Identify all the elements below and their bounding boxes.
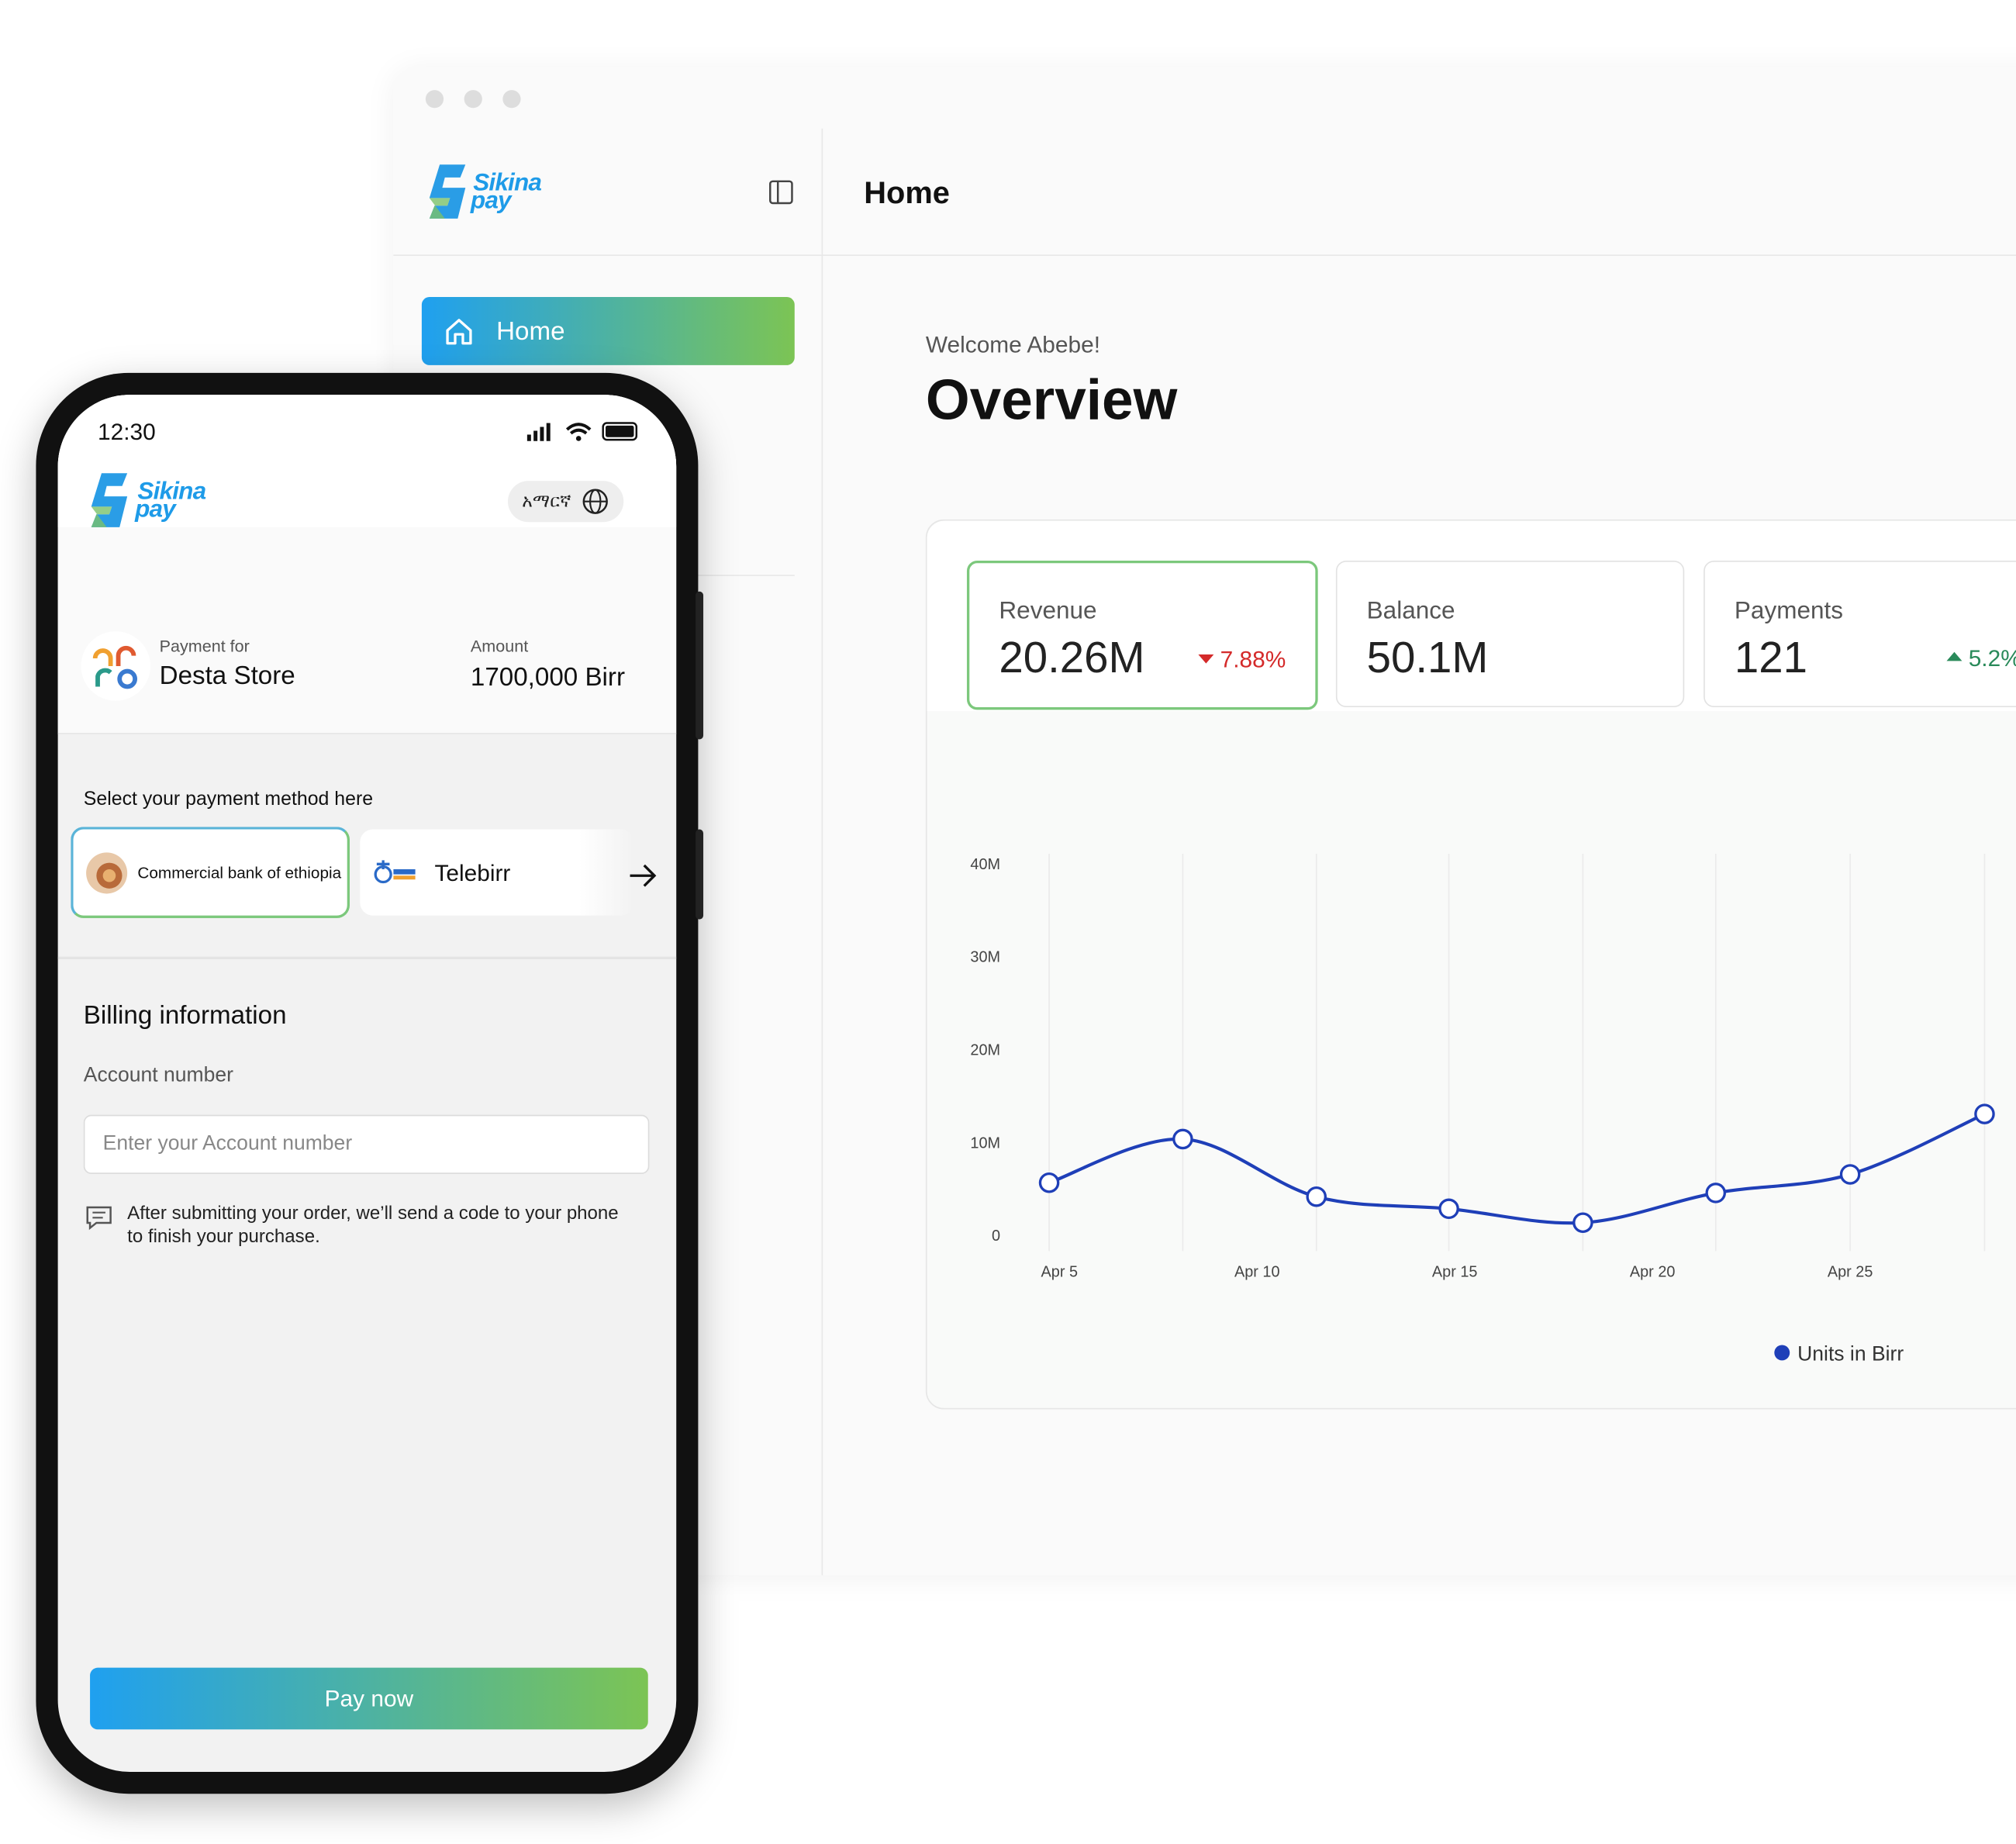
data-point: [1172, 1128, 1193, 1150]
stat-card[interactable]: Revenue 20.26M 7.88%: [966, 560, 1318, 710]
sidebar-divider: [821, 128, 823, 1576]
logo-text: Sikina: [137, 478, 206, 506]
legend-label: Units in Birr: [1797, 1342, 1904, 1365]
next-arrow[interactable]: [627, 862, 658, 889]
x-tick-label: Apr 5: [1041, 1264, 1079, 1281]
series-line: [1048, 1112, 1986, 1225]
account-label: Account number: [83, 1064, 233, 1087]
logo-mark: [91, 473, 128, 527]
section-divider: [57, 956, 677, 960]
account-input[interactable]: Enter your Account number: [83, 1114, 650, 1174]
stat-label: Balance: [1366, 598, 1455, 625]
y-tick-label: 40M: [970, 856, 1000, 873]
pay-button-label: Pay now: [324, 1685, 414, 1712]
data-point: [1038, 1172, 1060, 1193]
data-point: [1306, 1186, 1327, 1207]
data-point: [1839, 1164, 1861, 1185]
telebirr-logo: [374, 860, 416, 884]
trend-down: [1198, 654, 1214, 664]
method-label: Commercial bank of ethiopia: [137, 864, 342, 882]
stat-change: 5.2%: [1968, 645, 2016, 672]
home-icon: [446, 319, 472, 345]
method-label: Telebirr: [434, 860, 511, 886]
y-tick-label: 0: [992, 1228, 1000, 1245]
merchant-logo: [81, 631, 151, 701]
welcome: Welcome Abebe!: [925, 331, 1101, 357]
pay-button[interactable]: Pay now: [90, 1667, 648, 1730]
stat-card[interactable]: Payments 121 5.2%: [1704, 560, 2016, 708]
trend-up: [1946, 651, 1962, 661]
status-time: 12:30: [98, 419, 156, 445]
billing-title: Billing information: [83, 1001, 287, 1031]
x-tick-label: Apr 10: [1234, 1264, 1280, 1281]
nav-item[interactable]: Home: [421, 297, 795, 365]
window-dot: [502, 90, 521, 109]
stat-value: 121: [1734, 634, 1807, 683]
phone-screen: [57, 395, 677, 1772]
y-tick-label: 10M: [970, 1134, 1000, 1152]
language-label: አማርኛ: [522, 491, 571, 512]
window-dot: [425, 90, 444, 109]
stat-label: Payments: [1734, 598, 1844, 625]
bank-logo: [86, 852, 128, 894]
page-heading: Overview: [925, 368, 1178, 433]
phone-button: [696, 829, 704, 920]
globe-icon: [582, 489, 608, 514]
data-point: [1974, 1103, 1995, 1124]
logo-text: pay: [135, 496, 176, 523]
logo-text: Sikina: [473, 169, 542, 197]
payment-method[interactable]: Telebirr: [360, 829, 634, 916]
data-point: [1572, 1212, 1593, 1234]
stat-value: 50.1M: [1366, 634, 1489, 683]
phone-button: [696, 591, 704, 740]
logo-mark: [429, 164, 466, 219]
logo-text: pay: [470, 188, 512, 215]
legend-swatch: [1774, 1345, 1790, 1361]
x-tick-label: Apr 25: [1828, 1264, 1873, 1281]
message-icon: [86, 1206, 112, 1231]
data-point: [1705, 1183, 1727, 1203]
payment-method[interactable]: Commercial bank of ethiopia: [71, 827, 350, 918]
header-title: Home: [864, 176, 950, 211]
header-divider: [393, 254, 2016, 256]
y-tick-label: 20M: [970, 1042, 1000, 1059]
x-tick-label: Apr 15: [1432, 1264, 1478, 1281]
merchant-name: Desta Store: [159, 661, 295, 691]
status-icons: [526, 422, 638, 441]
select-prompt: Select your payment method here: [83, 788, 374, 810]
amount-label: Amount: [470, 636, 529, 656]
payment-for-label: Payment for: [159, 636, 250, 656]
nav-label: Home: [496, 317, 565, 347]
sidebar-toggle[interactable]: [769, 180, 794, 205]
note: After submitting your order, we’ll send …: [127, 1203, 619, 1248]
stat-value: 20.26M: [999, 634, 1145, 683]
data-point: [1438, 1198, 1459, 1220]
stat-change: 7.88%: [1220, 647, 1286, 673]
x-tick-label: Apr 20: [1630, 1264, 1676, 1281]
amount: 1700,000 Birr: [470, 663, 626, 692]
window-dot: [464, 90, 482, 109]
stat-card[interactable]: Balance 50.1M: [1335, 560, 1685, 708]
language-switch[interactable]: አማርኛ: [507, 481, 624, 523]
account-placeholder: Enter your Account number: [102, 1132, 353, 1155]
y-tick-label: 30M: [970, 949, 1000, 966]
stat-label: Revenue: [999, 598, 1097, 625]
